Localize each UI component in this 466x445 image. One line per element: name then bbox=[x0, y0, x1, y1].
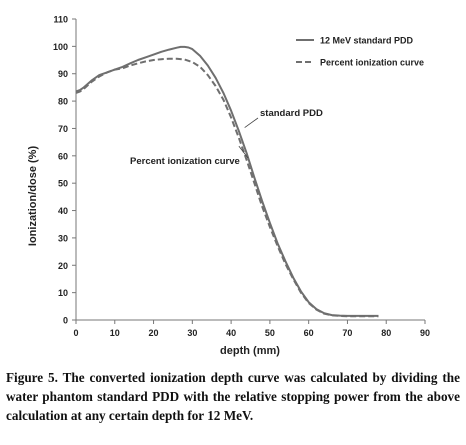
legend-label-1: 12 MeV standard PDD bbox=[320, 36, 414, 46]
y-tick-label: 0 bbox=[63, 316, 68, 326]
x-tick-label: 60 bbox=[304, 328, 314, 338]
y-tick-label: 110 bbox=[53, 15, 68, 25]
x-axis-title: depth (mm) bbox=[220, 345, 280, 357]
ionization-depth-chart: 0 10 20 30 40 50 60 70 80 90 0 10 20 30 40 50 60 70 80 90 1… bbox=[27, 15, 430, 358]
annotations: standard PDD Percent ionization curve bbox=[130, 108, 323, 167]
figure-caption: Figure 5. The converted ionization depth… bbox=[6, 370, 460, 423]
x-tick-label: 40 bbox=[226, 328, 236, 338]
percent-ionization-line bbox=[75, 57, 379, 318]
y-axis-title: Ionization/dose (%) bbox=[27, 146, 39, 247]
annotation-percent-ionization: Percent ionization curve bbox=[130, 156, 240, 167]
x-tick-label: 0 bbox=[73, 328, 78, 338]
x-tick-label: 50 bbox=[265, 328, 275, 338]
annotation-leader-standard bbox=[244, 117, 259, 128]
x-tick-label: 70 bbox=[342, 328, 352, 338]
x-ticks: 0 10 20 30 40 50 60 70 80 90 bbox=[73, 320, 430, 338]
y-tick-label: 40 bbox=[58, 206, 68, 216]
y-tick-label: 100 bbox=[53, 42, 68, 52]
y-tick-label: 20 bbox=[58, 261, 68, 271]
legend-label-2: Percent ionization curve bbox=[320, 58, 424, 68]
x-tick-label: 30 bbox=[187, 328, 197, 338]
y-tick-label: 70 bbox=[58, 124, 68, 134]
x-tick-label: 80 bbox=[381, 328, 391, 338]
annotation-standard-pdd: standard PDD bbox=[260, 108, 323, 119]
standard-pdd-line bbox=[75, 45, 379, 317]
x-tick-label: 90 bbox=[420, 328, 430, 338]
y-ticks: 0 10 20 30 40 50 60 70 80 90 100 110 bbox=[53, 15, 76, 326]
x-tick-label: 20 bbox=[149, 328, 159, 338]
series-layer bbox=[75, 45, 379, 318]
y-tick-label: 10 bbox=[58, 288, 68, 298]
axes bbox=[75, 19, 425, 321]
x-tick-label: 10 bbox=[110, 328, 120, 338]
legend: 12 MeV standard PDD Percent ionization cu… bbox=[296, 36, 424, 68]
y-tick-label: 90 bbox=[58, 69, 68, 79]
y-tick-label: 80 bbox=[58, 97, 68, 107]
y-tick-label: 50 bbox=[58, 179, 68, 189]
y-tick-label: 60 bbox=[58, 151, 68, 161]
annotation-leader-ionization bbox=[238, 145, 249, 159]
y-tick-label: 30 bbox=[58, 233, 68, 243]
